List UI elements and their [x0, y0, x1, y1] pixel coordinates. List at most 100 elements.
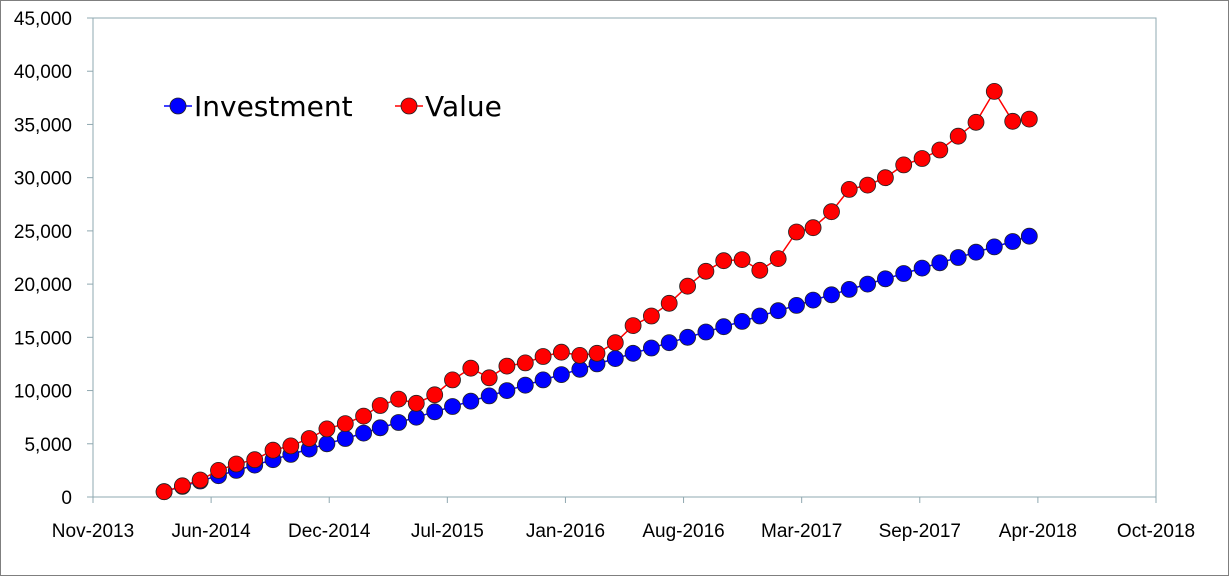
x-axis: Nov-2013 Jun-2014 Dec-2014 Jul-2015 Jan-2016… [52, 497, 1195, 542]
y-tick-label: 0 [61, 488, 72, 509]
value-point [426, 386, 444, 404]
value-point [246, 451, 264, 469]
value-point [191, 471, 209, 489]
value-point [498, 357, 516, 375]
investment-point [967, 243, 985, 261]
value-point [877, 169, 894, 187]
investment-point [804, 291, 822, 309]
value-point [624, 317, 642, 335]
value-point [155, 483, 173, 501]
value-point [1020, 110, 1038, 128]
y-tick-label: 40,000 [14, 62, 72, 83]
value-point [318, 420, 336, 438]
investment-point [679, 328, 696, 346]
y-tick-label: 30,000 [14, 169, 72, 190]
x-tick-label: Aug-2016 [642, 521, 724, 542]
investment-point [788, 296, 805, 314]
value-point [516, 354, 534, 372]
value-point [643, 307, 660, 325]
investment-point [715, 318, 733, 336]
investment-point [859, 275, 876, 293]
value-point [660, 294, 678, 312]
investment-point [553, 366, 570, 384]
legend: Investment Value [164, 90, 502, 123]
value-point [788, 223, 805, 241]
value-point [804, 219, 822, 237]
value-point [967, 113, 985, 131]
value-point [355, 407, 373, 425]
y-tick-label: 45,000 [14, 9, 72, 30]
investment-point [985, 238, 1003, 256]
value-point [371, 397, 389, 414]
x-tick-label: Nov-2013 [52, 521, 134, 542]
investment-legend-label: Investment [194, 90, 353, 123]
y-tick-label: 5,000 [24, 435, 72, 456]
investment-point [444, 398, 461, 415]
value-point [606, 334, 624, 352]
investment-point [840, 280, 858, 298]
value-point [733, 251, 751, 269]
value-point [300, 430, 318, 447]
investment-point [462, 392, 480, 410]
investment-point [949, 249, 967, 266]
y-tick-label: 35,000 [14, 115, 72, 136]
investment-point [426, 403, 444, 421]
value-point [480, 369, 498, 387]
investment-point [336, 430, 354, 447]
x-tick-label: Jan-2016 [526, 521, 605, 542]
value-point [282, 437, 300, 455]
investment-point [606, 350, 624, 368]
value-point [895, 156, 913, 174]
investment-point [390, 414, 408, 431]
value-point [336, 415, 354, 433]
plot-area [92, 17, 1157, 498]
value-legend-marker [400, 97, 418, 115]
value-point [679, 277, 696, 295]
value-legend-label: Value [425, 90, 502, 123]
value-point [173, 477, 191, 495]
investment-point [643, 339, 660, 357]
investment-point [751, 307, 769, 325]
x-tick-label: Apr-2018 [999, 521, 1077, 542]
value-point [751, 261, 769, 279]
investment-point [516, 376, 534, 394]
y-axis: 0 5,000 10,000 15,000 20,000 25,000 30,000 35,0… [14, 9, 93, 509]
value-point [931, 141, 949, 159]
x-tick-label: Dec-2014 [288, 521, 371, 542]
value-point [840, 180, 858, 198]
value-point [227, 455, 245, 473]
investment-point [1020, 227, 1038, 245]
investment-point [913, 259, 931, 277]
x-tick-label: Jun-2014 [171, 521, 251, 542]
investment-point [371, 419, 389, 437]
value-series [155, 83, 1038, 501]
investment-point [877, 270, 894, 288]
value-point [534, 348, 552, 365]
investment-point [480, 387, 498, 405]
investment-point [1004, 233, 1022, 250]
investment-point [318, 435, 336, 453]
y-tick-label: 25,000 [14, 222, 72, 243]
value-point [949, 127, 967, 145]
investment-point [534, 371, 552, 389]
value-point [444, 371, 461, 389]
x-tick-label: Oct-2018 [1117, 521, 1195, 542]
value-point [553, 343, 570, 361]
investment-point [769, 302, 787, 320]
investment-point [931, 254, 949, 272]
investment-point [895, 265, 913, 282]
y-tick-label: 20,000 [14, 275, 72, 296]
value-point [697, 262, 715, 280]
value-point [769, 250, 787, 268]
investment-point [697, 323, 715, 341]
investment-legend-marker [169, 97, 187, 115]
value-point [407, 394, 425, 412]
investment-point [733, 312, 751, 330]
investment-series [155, 227, 1038, 501]
value-point [1004, 112, 1022, 130]
value-point [715, 252, 733, 270]
value-point [462, 359, 480, 377]
investment-point [355, 424, 373, 442]
